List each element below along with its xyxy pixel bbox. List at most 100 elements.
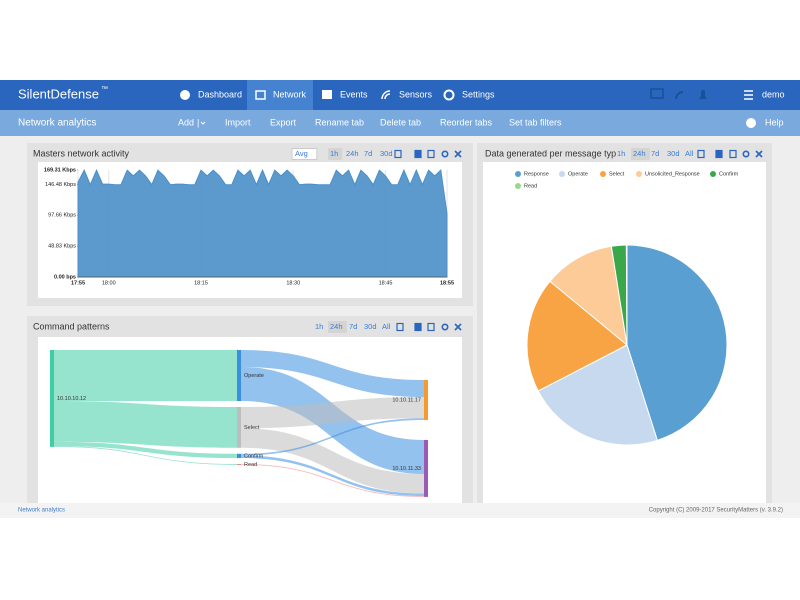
toolbar-action[interactable]: Export [270, 117, 297, 127]
sankey-node [237, 407, 241, 448]
panel-icon[interactable] [715, 149, 723, 159]
x-tick-label: 18:15 [194, 280, 208, 286]
events-icon [322, 90, 332, 99]
pie-slice[interactable] [526, 280, 628, 392]
control-active [631, 148, 650, 160]
time-control[interactable]: 30d [364, 322, 377, 331]
user[interactable]: demo [762, 89, 785, 99]
close-icon[interactable] [755, 150, 763, 158]
pie-slice[interactable] [549, 245, 628, 347]
legend-swatch [636, 171, 642, 177]
node-label: Read [244, 462, 257, 468]
feed-icon[interactable] [675, 91, 684, 100]
network-icon [255, 90, 266, 100]
x-tick-label: 18:00 [102, 280, 116, 286]
node-label: 10.10.10.12 [57, 396, 86, 402]
pie-slice[interactable] [537, 344, 658, 446]
control-active [328, 321, 347, 333]
legend-swatch [600, 171, 606, 177]
nav-item[interactable]: Sensors [399, 89, 433, 99]
time-control[interactable]: Avg [295, 149, 308, 158]
panel-icon[interactable] [394, 149, 402, 159]
panel-title: Data generated per message typ [485, 148, 616, 158]
toolbar-action[interactable]: Delete tab [380, 117, 421, 127]
nav-item[interactable]: Dashboard [198, 89, 242, 99]
active-tab [247, 80, 313, 110]
x-tick-label: 18:45 [379, 280, 393, 286]
time-control[interactable]: 30d [380, 149, 393, 158]
sankey-node [424, 380, 428, 420]
bell-icon[interactable] [699, 90, 707, 99]
time-control[interactable]: 24h [633, 149, 646, 158]
toolbar [0, 110, 800, 136]
y-tick-label: 169.31 Kbps [44, 167, 76, 173]
panel-icon[interactable] [396, 322, 404, 332]
settings-icon[interactable] [742, 150, 750, 158]
settings-icon [443, 89, 455, 101]
help[interactable]: Help [765, 117, 784, 127]
node-label: 10.10.11.17 [392, 397, 421, 403]
toolbar-action[interactable]: Add [178, 117, 194, 127]
legend-swatch [559, 171, 565, 177]
panel-icon[interactable] [427, 322, 435, 332]
legend-swatch [515, 183, 521, 189]
pie-slice[interactable] [625, 244, 628, 346]
y-tick-label: 97.66 Kbps [48, 213, 76, 219]
sankey-link [241, 428, 424, 494]
monitor-icon[interactable] [650, 88, 664, 99]
toolbar-action[interactable]: Reorder tabs [440, 117, 493, 127]
close-icon[interactable] [454, 323, 462, 331]
nav-item[interactable]: Events [340, 89, 368, 99]
legend-label[interactable]: Select [609, 171, 625, 177]
legend-label[interactable]: Unsolicited_Response [645, 171, 700, 177]
trademark: ™ [101, 86, 108, 93]
legend-label[interactable]: Response [524, 171, 549, 177]
settings-icon[interactable] [441, 323, 449, 331]
time-control[interactable]: 7d [364, 149, 372, 158]
copyright: Copyright (C) 2009-2017 SecurityMatters … [649, 508, 783, 514]
sankey-link [241, 397, 424, 429]
panel-title: Command patterns [33, 321, 110, 331]
time-control[interactable]: 1h [617, 149, 625, 158]
node-label: Operate [244, 373, 264, 379]
x-tick-label: 17:55 [71, 280, 85, 286]
time-control[interactable]: 1h [330, 149, 338, 158]
help-icon [746, 118, 756, 128]
sankey-node [237, 464, 241, 466]
pie-slice[interactable] [626, 244, 728, 441]
sankey-node [424, 439, 428, 497]
time-control[interactable]: 24h [346, 149, 359, 158]
toolbar-action[interactable]: Rename tab [315, 117, 364, 127]
time-control[interactable]: 24h [330, 322, 343, 331]
close-icon[interactable] [454, 150, 462, 158]
time-control[interactable]: 1h [315, 322, 323, 331]
time-control[interactable]: 30d [667, 149, 680, 158]
panel-icon[interactable] [697, 149, 705, 159]
panel-icon[interactable] [414, 322, 422, 332]
toolbar-action[interactable]: Import [225, 117, 251, 127]
panel-icon[interactable] [729, 149, 737, 159]
toolbar-action[interactable]: Set tab filters [509, 117, 562, 127]
time-control[interactable]: All [382, 322, 391, 331]
sankey-link [54, 446, 237, 465]
settings-icon[interactable] [441, 150, 449, 158]
nav-item[interactable]: Settings [462, 89, 495, 99]
nav-item[interactable]: Network [273, 89, 307, 99]
legend-label[interactable]: Read [524, 183, 537, 189]
menu-icon[interactable] [744, 90, 753, 100]
select-box [291, 148, 318, 160]
footer-link[interactable]: Network analytics [18, 508, 65, 514]
tab-title: Network analytics [18, 118, 96, 129]
time-control[interactable]: 7d [651, 149, 659, 158]
time-control[interactable]: 7d [349, 322, 357, 331]
time-control[interactable]: All [685, 149, 694, 158]
sankey-link [241, 464, 424, 497]
panel-icon[interactable] [427, 149, 435, 159]
sankey-link [54, 401, 237, 448]
sensors-icon [381, 90, 391, 100]
panel-icon[interactable] [414, 149, 422, 159]
legend-label[interactable]: Operate [568, 171, 588, 177]
legend-label[interactable]: Confirm [719, 171, 739, 177]
sankey-link [241, 455, 424, 497]
